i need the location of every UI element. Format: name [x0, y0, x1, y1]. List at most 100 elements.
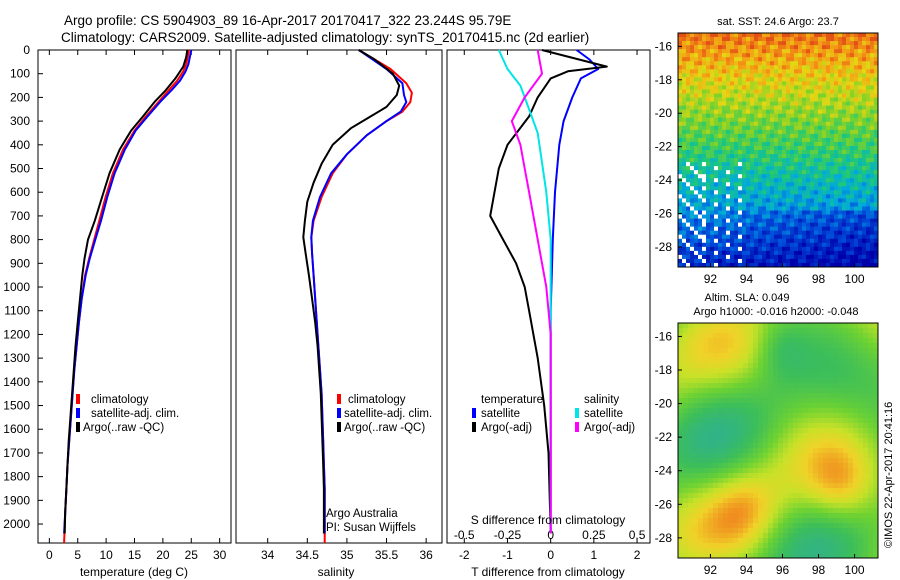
- heatmap-cell: [793, 433, 799, 439]
- heatmap-cell: [862, 93, 867, 98]
- s-difference-tick-label: -0.25: [494, 528, 522, 542]
- heatmap-cell: [823, 413, 829, 419]
- heatmap-cell: [728, 448, 734, 454]
- heatmap-cell: [726, 137, 731, 143]
- heatmap-cell: [678, 45, 683, 50]
- heatmap-cell: [842, 210, 847, 215]
- heatmap-cell: [794, 242, 799, 248]
- heatmap-cell: [678, 61, 683, 66]
- heatmap-cell: [794, 170, 799, 175]
- heatmap-cell: [708, 488, 714, 494]
- heatmap-cell: [714, 37, 719, 42]
- heatmap-cell: [778, 166, 783, 171]
- heatmap-cell: [806, 150, 811, 155]
- heatmap-cell: [870, 53, 875, 58]
- heatmap-cell: [710, 145, 715, 151]
- heatmap-cell: [683, 508, 689, 514]
- heatmap-cell: [758, 323, 764, 329]
- heatmap-cell: [790, 258, 795, 264]
- t-difference-label: T difference from climatology: [471, 565, 625, 579]
- heatmap-cell: [728, 493, 734, 499]
- heatmap-cell: [814, 113, 819, 119]
- heatmap-cell: [693, 468, 699, 474]
- heatmap-cell: [778, 333, 784, 339]
- heatmap-cell: [774, 254, 779, 260]
- heatmap-cell: [866, 214, 871, 219]
- heatmap-cell: [702, 262, 707, 268]
- heatmap-cell: [723, 503, 729, 509]
- heatmap-cell: [838, 373, 844, 379]
- heatmap-cell: [798, 33, 803, 38]
- heatmap-cell: [703, 508, 709, 514]
- heatmap-cell: [734, 202, 739, 207]
- heatmap-cell: [808, 518, 814, 524]
- heatmap-cell: [793, 403, 799, 409]
- heatmap-cell: [743, 353, 749, 359]
- heatmap-cell: [753, 398, 759, 404]
- heatmap-cell: [678, 230, 683, 236]
- heatmap-cell: [818, 230, 823, 236]
- heatmap-cell: [778, 358, 784, 364]
- heatmap-cell: [838, 488, 844, 494]
- heatmap-cell: [690, 93, 695, 98]
- heatmap-cell: [742, 250, 747, 256]
- heatmap-cell: [688, 338, 694, 344]
- heatmap-cell: [858, 145, 863, 151]
- heatmap-cell: [733, 328, 739, 334]
- heatmap-cell: [742, 33, 747, 38]
- heatmap-cell: [758, 117, 763, 123]
- heatmap-cell: [758, 150, 763, 155]
- heatmap-cell: [678, 493, 684, 499]
- heatmap-cell: [794, 61, 799, 66]
- heatmap-cell: [798, 234, 803, 240]
- heatmap-cell: [818, 133, 823, 139]
- heatmap-cell: [873, 353, 879, 359]
- heatmap-cell: [810, 182, 815, 187]
- heatmap-cell: [690, 37, 695, 42]
- heatmap-cell: [788, 458, 794, 464]
- heatmap-cell: [723, 518, 729, 524]
- heatmap-cell: [714, 93, 719, 98]
- heatmap-cell: [786, 222, 791, 227]
- heatmap-cell: [694, 262, 699, 268]
- heatmap-cell: [806, 198, 811, 203]
- heatmap-cell: [768, 388, 774, 394]
- heatmap-cell: [786, 210, 791, 215]
- heatmap-cell: [798, 383, 804, 389]
- heatmap-cell: [834, 166, 839, 171]
- heatmap-cell: [703, 343, 709, 349]
- heatmap-cell: [698, 543, 704, 549]
- heatmap-cell: [863, 433, 869, 439]
- heatmap-cell: [866, 258, 871, 264]
- heatmap-cell: [814, 109, 819, 114]
- heatmap-cell: [688, 388, 694, 394]
- heatmap-cell: [726, 125, 731, 131]
- heatmap-cell: [826, 194, 831, 199]
- heatmap-cell: [688, 548, 694, 554]
- heatmap-cell: [814, 97, 819, 102]
- heatmap-cell: [843, 528, 849, 534]
- heatmap-cell: [830, 81, 835, 86]
- heatmap-cell: [873, 348, 879, 354]
- lat-tick-label: -20: [655, 106, 673, 120]
- heatmap-cell: [746, 182, 751, 187]
- heatmap-cell: [714, 226, 719, 231]
- heatmap-cell: [708, 383, 714, 389]
- heatmap-cell: [842, 250, 847, 256]
- heatmap-cell: [794, 101, 799, 106]
- heatmap-cell: [742, 206, 747, 211]
- heatmap-cell: [773, 548, 779, 554]
- heatmap-cell: [818, 548, 824, 554]
- heatmap-cell: [698, 343, 704, 349]
- heatmap-cell: [778, 363, 784, 369]
- heatmap-cell: [788, 413, 794, 419]
- heatmap-cell: [734, 222, 739, 227]
- heatmap-cell: [748, 548, 754, 554]
- heatmap-cell: [763, 373, 769, 379]
- heatmap-cell: [808, 348, 814, 354]
- heatmap-cell: [806, 210, 811, 215]
- heatmap-cell: [766, 254, 771, 260]
- heatmap-cell: [748, 343, 754, 349]
- heatmap-cell: [846, 182, 851, 187]
- heatmap-cell: [828, 343, 834, 349]
